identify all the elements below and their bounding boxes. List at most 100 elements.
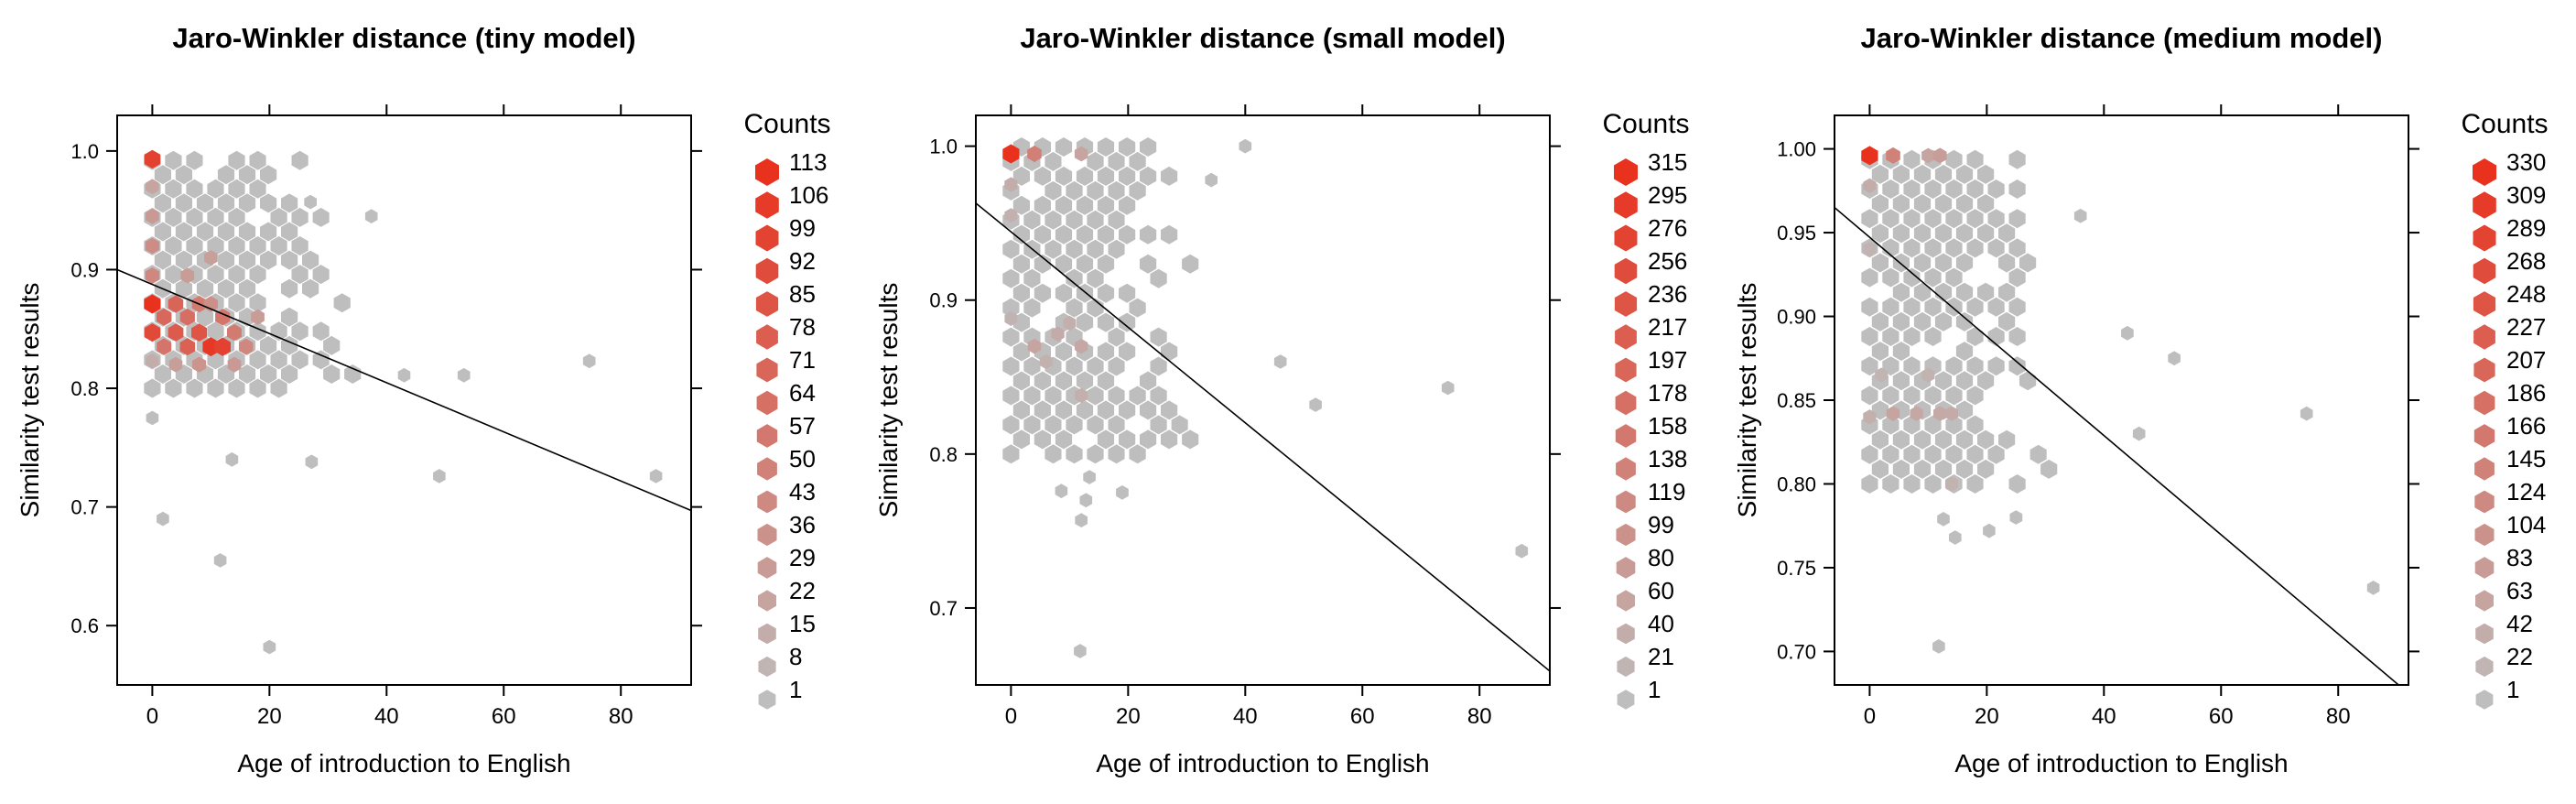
hex-bin — [146, 410, 159, 426]
hex-bin — [1892, 194, 1910, 214]
hex-bin — [1945, 356, 1963, 376]
hex-bin — [1903, 238, 1921, 258]
legend-label: 71 — [789, 346, 816, 374]
hex-bin — [1182, 429, 1199, 450]
hex-bin — [1892, 282, 1910, 302]
hex-bin — [1913, 253, 1932, 273]
legend-label: 158 — [1648, 412, 1687, 440]
hex-bin — [227, 356, 242, 373]
hex-bin — [225, 451, 239, 467]
legend-swatch — [2473, 257, 2496, 285]
y-axis-label: Similarity test results — [16, 283, 44, 518]
hex-bin — [1034, 429, 1051, 450]
hex-bin — [1140, 429, 1157, 450]
hex-bin — [1977, 459, 1995, 479]
legend-label: 106 — [789, 181, 828, 209]
hex-bin — [1087, 268, 1104, 288]
hex-bin — [2029, 444, 2047, 464]
hex-bin — [1998, 282, 2016, 302]
hex-bin — [1921, 147, 1935, 164]
hex-bin — [312, 207, 330, 227]
hex-bin — [1892, 223, 1910, 244]
hex-bin — [1924, 179, 1942, 199]
regression-line — [1835, 207, 2400, 685]
y-tick-label: 1.0 — [70, 140, 99, 163]
legend-label: 178 — [1648, 379, 1687, 407]
hex-bin — [1012, 429, 1030, 450]
hex-bin — [2008, 327, 2026, 346]
hex-bin — [304, 194, 317, 210]
legend-label: 104 — [2506, 511, 2546, 538]
y-tick-label: 1.00 — [1777, 138, 1816, 161]
hex-bin — [1002, 327, 1020, 347]
hex-bin — [1966, 386, 1984, 406]
x-tick-label: 80 — [2326, 704, 2351, 729]
hex-bin — [1004, 310, 1018, 326]
hex-bin — [1055, 483, 1068, 499]
hex-bin — [1171, 415, 1188, 435]
hex-bin — [2008, 238, 2026, 258]
hex-bin — [1924, 444, 1942, 464]
chart-title: Jaro-Winkler distance (medium model) — [1861, 22, 2383, 54]
y-tick-label: 0.90 — [1777, 306, 1816, 329]
hex-bin — [168, 356, 183, 373]
hex-bin — [186, 378, 203, 398]
hex-bin — [1924, 209, 1942, 229]
hex-bin — [1074, 644, 1087, 658]
legend-swatch — [1614, 158, 1638, 186]
hex-bin — [1076, 254, 1094, 274]
hex-bin — [154, 165, 171, 185]
hex-bin — [1987, 209, 2005, 229]
legend-swatch — [1615, 424, 1637, 448]
hex-bin — [175, 193, 192, 213]
hex-bin — [1055, 342, 1073, 362]
hex-bin — [1119, 312, 1136, 332]
hex-bin — [364, 209, 378, 223]
legend-label: 50 — [789, 445, 816, 473]
y-axis-label: Similarity test results — [874, 283, 903, 518]
legend: Counts 113 106 99 92 85 78 71 64 57 50 43 36 29 22 15 8 1 — [743, 109, 831, 710]
hex-bin — [1955, 194, 1974, 214]
legend-swatch — [757, 490, 777, 514]
hexbin-chart-medium-model: Jaro-Winkler distance (medium model) 0 20 4… — [1733, 22, 2549, 777]
hex-bin — [238, 222, 256, 242]
y-tick-label: 0.80 — [1777, 473, 1816, 495]
hex-bin — [1129, 180, 1146, 201]
hex-bin — [1002, 415, 1020, 435]
hex-bin — [1150, 356, 1167, 376]
legend-swatch — [757, 457, 777, 481]
legend-label: 85 — [789, 280, 816, 308]
hex-bin — [260, 193, 277, 213]
legend-label: 8 — [789, 643, 802, 670]
y-axis-label: Similarity test results — [1733, 283, 1761, 518]
legend-label: 21 — [1648, 643, 1674, 670]
hex-bin — [1161, 224, 1178, 244]
hex-bin — [1882, 267, 1900, 288]
legend-swatch — [755, 291, 779, 317]
hex-bin — [207, 179, 224, 199]
hex-bin — [1055, 283, 1073, 303]
legend-label: 60 — [1648, 577, 1674, 604]
hex-bin — [260, 250, 277, 270]
legend-title: Counts — [1602, 109, 1689, 139]
hex-bin — [1012, 342, 1030, 362]
hex-bin — [1924, 238, 1942, 258]
hex-bin — [1087, 151, 1104, 171]
hex-bin — [312, 350, 330, 370]
hex-bin — [204, 250, 218, 266]
legend-label: 330 — [2506, 148, 2546, 176]
hex-bin — [1983, 523, 1996, 538]
hexbin-layer — [1002, 137, 1529, 658]
hex-bin — [196, 307, 214, 327]
hex-bin — [175, 222, 192, 242]
legend-label: 64 — [789, 379, 816, 407]
hex-bin — [270, 350, 287, 370]
legend-swatch — [1614, 291, 1638, 317]
hex-bin — [1004, 208, 1018, 223]
hex-bin — [154, 222, 171, 242]
hex-bin — [397, 367, 411, 383]
hex-bin — [175, 278, 192, 299]
x-tick-label: 0 — [146, 704, 158, 729]
hex-bin — [228, 378, 245, 398]
hex-bin — [291, 236, 308, 255]
